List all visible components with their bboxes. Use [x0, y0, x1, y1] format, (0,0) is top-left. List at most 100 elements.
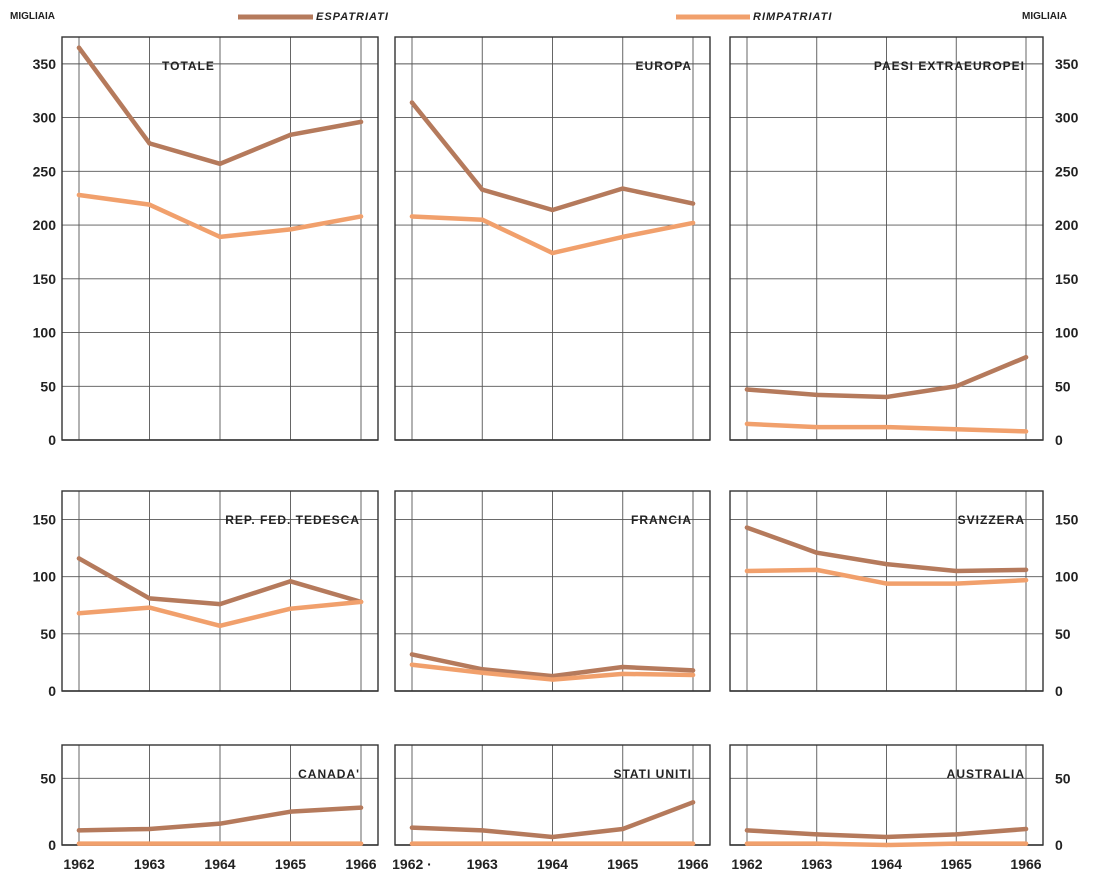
- data-point: [814, 392, 819, 398]
- y-tick-label: 50: [40, 626, 56, 642]
- panel-title: TOTALE: [162, 59, 215, 73]
- data-point: [550, 841, 555, 846]
- x-tick-label: 1965: [941, 856, 972, 872]
- y-tick-label: 150: [1055, 512, 1079, 528]
- y-tick-label: 350: [33, 56, 57, 72]
- y-tick-label: 350: [1055, 56, 1079, 72]
- data-point: [690, 201, 696, 206]
- data-point: [147, 826, 152, 832]
- data-point: [954, 568, 959, 574]
- data-point: [288, 809, 293, 814]
- data-point: [814, 832, 819, 837]
- y-tick-label: 0: [1055, 432, 1063, 448]
- data-point: [954, 841, 959, 846]
- panel-frame: [61, 36, 379, 441]
- data-point: [409, 214, 415, 219]
- data-point: [217, 841, 223, 846]
- y-tick-label: 100: [33, 569, 57, 585]
- data-point: [288, 132, 293, 137]
- data-point: [690, 841, 696, 846]
- data-point: [954, 832, 959, 837]
- data-point: [147, 841, 152, 846]
- data-point: [1023, 577, 1029, 583]
- data-point: [690, 220, 696, 226]
- data-point: [744, 568, 750, 574]
- panel-8: AUSTRALIA 0 50 1962 1963 1964 1965 1966: [729, 744, 1071, 872]
- data-point: [1023, 429, 1029, 434]
- data-point: [744, 841, 750, 846]
- data-point: [358, 805, 364, 810]
- panel-6: CANADA' 0 50 1962 1963 1964 1965 1966: [40, 744, 379, 872]
- data-point: [954, 581, 959, 586]
- panel-title: SVIZZERA: [958, 513, 1025, 527]
- y-tick-label: 100: [33, 325, 57, 341]
- legend-label-rimpatriati: RIMPATRIATI: [753, 11, 833, 23]
- data-point: [884, 561, 889, 567]
- x-tick-label: 1963: [801, 856, 832, 872]
- panel-title: CANADA': [298, 767, 360, 781]
- data-point: [550, 834, 555, 840]
- data-point: [358, 119, 364, 125]
- panel-frame: [729, 36, 1044, 441]
- panel-title: FRANCIA: [631, 513, 692, 527]
- data-point: [409, 841, 415, 846]
- data-point: [884, 424, 889, 430]
- data-point: [147, 202, 152, 207]
- data-point: [217, 601, 223, 607]
- x-tick-label: 1962: [63, 856, 94, 872]
- y-tick-label: 50: [1055, 770, 1071, 786]
- data-point: [480, 828, 485, 833]
- data-point: [744, 387, 750, 392]
- y-tick-label: 200: [33, 217, 57, 233]
- x-tick-label: 1962: [731, 856, 762, 872]
- data-point: [620, 664, 625, 670]
- data-point: [814, 567, 819, 573]
- data-point: [480, 841, 485, 846]
- data-point: [954, 427, 959, 432]
- panel-title: REP. FED. TEDESCA: [225, 513, 360, 527]
- y-tick-label: 150: [33, 512, 57, 528]
- data-point: [620, 186, 625, 191]
- y-tick-label: 300: [33, 110, 57, 126]
- data-point: [480, 217, 485, 222]
- data-point: [884, 581, 889, 586]
- data-point: [620, 826, 625, 832]
- y-tick-label: 200: [1055, 217, 1079, 233]
- data-point: [1023, 567, 1029, 573]
- data-point: [76, 192, 82, 198]
- panel-1: EUROPA: [394, 36, 711, 441]
- x-tick-label: 1964: [871, 856, 902, 872]
- data-point: [358, 214, 364, 219]
- data-point: [288, 606, 293, 611]
- panel-frame: [394, 36, 711, 441]
- data-point: [358, 841, 364, 846]
- data-point: [884, 394, 889, 400]
- data-point: [358, 599, 364, 605]
- y-tick-label: 0: [48, 432, 56, 448]
- data-point: [288, 841, 293, 846]
- data-point: [409, 662, 415, 667]
- data-point: [620, 671, 625, 677]
- y-tick-label: 250: [1055, 163, 1079, 179]
- y-tick-label: 50: [40, 770, 56, 786]
- data-point: [147, 605, 152, 610]
- data-point: [1023, 826, 1029, 832]
- data-point: [814, 841, 819, 846]
- data-point: [76, 828, 82, 833]
- data-point: [76, 556, 82, 561]
- data-point: [814, 424, 819, 430]
- x-tick-label: 1964: [204, 856, 235, 872]
- data-point: [288, 227, 293, 232]
- y-tick-label: 300: [1055, 110, 1079, 126]
- data-point: [620, 841, 625, 846]
- panel-2: PAESI EXTRAEUROPEI 0 50 100 150 200 250 300 350: [729, 36, 1079, 448]
- data-point: [550, 677, 555, 682]
- x-tick-label: 1966: [345, 856, 376, 872]
- x-tick-label: 1962 ·: [392, 856, 432, 872]
- y-tick-label: 150: [33, 271, 57, 287]
- data-point: [288, 579, 293, 584]
- y-unit-label-right: MIGLIAIA: [1022, 11, 1067, 22]
- x-tick-label: 1963: [134, 856, 165, 872]
- x-tick-label: 1965: [607, 856, 638, 872]
